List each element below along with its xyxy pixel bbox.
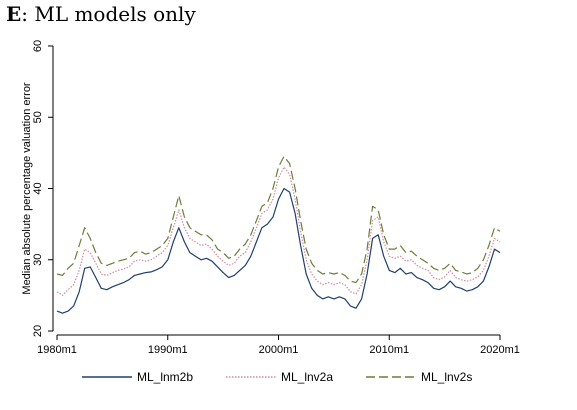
x-axis-ticks: 1980m1 1990m1 2000m1 2010m1 2020m1	[37, 335, 520, 356]
y-tick-label: 20	[32, 325, 44, 337]
y-tick-label: 40	[32, 182, 44, 194]
legend-label: ML_lnv2a	[281, 370, 333, 384]
y-axis-title: Median absolute percentage valuation err…	[21, 82, 33, 295]
series-line-ml-lnv2s	[57, 156, 500, 282]
plot-lines	[57, 156, 500, 313]
x-tick-label: 2010m1	[369, 344, 409, 356]
x-tick-label: 1980m1	[37, 344, 77, 356]
x-tick-label: 2000m1	[259, 344, 299, 356]
series-line-ml-lnm2b	[57, 189, 500, 314]
y-tick-label: 60	[32, 40, 44, 52]
x-tick-label: 1990m1	[148, 344, 188, 356]
legend-label: ML_lnv2s	[421, 370, 472, 384]
y-tick-label: 50	[32, 111, 44, 123]
legend: ML_lnm2b ML_lnv2a ML_lnv2s	[82, 370, 472, 384]
y-axis-ticks: 20 30 40 50 60	[32, 40, 53, 337]
x-tick-label: 2020m1	[480, 344, 520, 356]
y-tick-label: 30	[32, 254, 44, 266]
series-line-ml-lnv2a	[57, 167, 500, 295]
legend-label: ML_lnm2b	[137, 370, 193, 384]
